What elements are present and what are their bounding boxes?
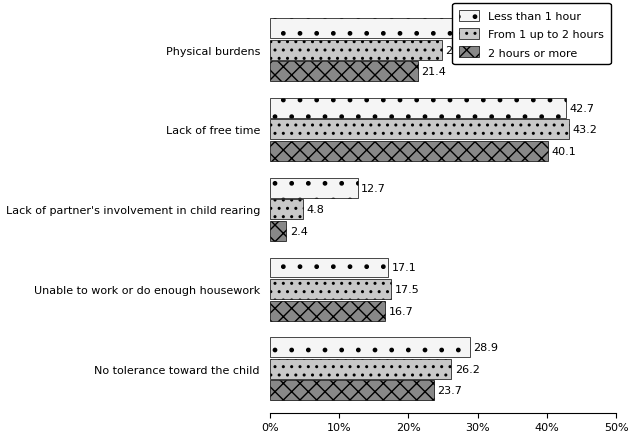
Text: 21.4: 21.4 [422,67,446,77]
Bar [269,221,287,241]
Text: 26.9: 26.9 [460,24,484,34]
Bar [269,178,358,198]
Bar [269,258,388,278]
Bar [269,62,418,82]
Text: 40.1: 40.1 [551,147,576,157]
Text: 4.8: 4.8 [306,205,324,215]
Bar [269,99,566,119]
Bar [269,200,303,220]
Text: 17.5: 17.5 [394,284,419,294]
Bar [269,41,441,60]
Text: 43.2: 43.2 [573,125,597,135]
Bar [269,19,456,39]
Text: 12.7: 12.7 [361,183,386,193]
Bar [269,301,385,321]
Text: 23.7: 23.7 [437,385,462,396]
Bar [269,120,569,140]
Bar [269,141,548,162]
Text: 17.1: 17.1 [392,263,417,273]
Bar [269,359,451,379]
Text: 24.8: 24.8 [445,46,470,56]
Bar [269,381,434,400]
Legend: Less than 1 hour, From 1 up to 2 hours, 2 hours or more: Less than 1 hour, From 1 up to 2 hours, … [453,4,611,65]
Text: 42.7: 42.7 [569,104,594,113]
Text: 2.4: 2.4 [290,226,307,236]
Bar [269,338,470,357]
Text: 28.9: 28.9 [474,343,498,353]
Text: 16.7: 16.7 [389,306,413,316]
Bar [269,279,391,299]
Text: 26.2: 26.2 [455,364,479,374]
